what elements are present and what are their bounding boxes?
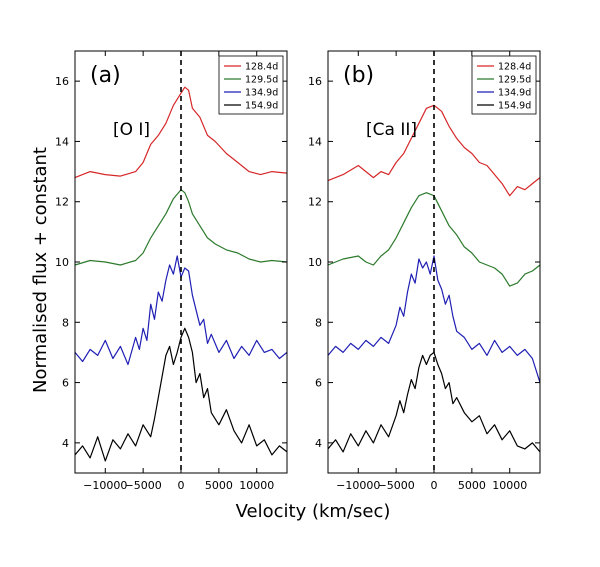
series-line-129.5d (74, 189, 288, 266)
y-tick-label: 12 (55, 196, 69, 209)
emission-line-label: [O I] (113, 120, 150, 140)
legend-entry: 129.5d (245, 75, 278, 86)
y-tick-label: 4 (315, 437, 322, 450)
series-line-154.9d (327, 351, 541, 453)
series-line-128.4d (327, 104, 541, 197)
x-axis-label: Velocity (km/sec) (236, 501, 391, 522)
legend-entry: 154.9d (498, 101, 531, 112)
panel-b: −10000−5000 0 5000 10000 4 6 8 10 12 14 16 (b) [Ca I… (308, 50, 541, 492)
y-tick-label: 8 (62, 316, 69, 329)
y-axis-label: Normalised flux + constant (30, 147, 51, 393)
y-tick-label: 10 (55, 256, 69, 269)
series-line-154.9d (74, 327, 288, 462)
series-line-128.4d (74, 86, 288, 179)
panel-a: −10000−5000 0 5000 10000 4 6 8 10 12 14 16 (a) [O I]… (55, 50, 288, 492)
x-tick-label: 0 (178, 479, 185, 492)
y-tick-label: 16 (308, 75, 322, 88)
x-tick-label: −10000 (336, 479, 380, 492)
legend-entry: 134.9d (245, 88, 278, 99)
y-tick-label: 4 (62, 437, 69, 450)
x-tick-label: 5000 (205, 479, 233, 492)
legend-entry: 128.4d (245, 62, 278, 73)
legend-entry: 129.5d (498, 75, 531, 86)
legend-entry: 154.9d (245, 101, 278, 112)
x-tick-label: 10000 (239, 479, 274, 492)
y-tick-label: 6 (62, 377, 69, 390)
y-tick-label: 8 (315, 316, 322, 329)
y-tick-label: 10 (308, 256, 322, 269)
y-tick-label: 12 (308, 196, 322, 209)
series-line-129.5d (327, 192, 541, 287)
y-tick-label: 6 (315, 377, 322, 390)
x-tick-label: −10000 (83, 479, 127, 492)
panel-label: (b) (343, 63, 374, 88)
legend-entry: 128.4d (498, 62, 531, 73)
x-tick-label: −5000 (125, 479, 162, 492)
y-tick-label: 14 (308, 135, 322, 148)
x-tick-label: 0 (431, 479, 438, 492)
x-tick-label: −5000 (378, 479, 415, 492)
x-tick-label: 5000 (458, 479, 486, 492)
panel-label: (a) (90, 63, 121, 88)
legend-entry: 134.9d (498, 88, 531, 99)
series-line-134.9d (74, 255, 288, 366)
legend-box (471, 55, 537, 115)
y-tick-label: 14 (55, 135, 69, 148)
y-tick-label: 16 (55, 75, 69, 88)
emission-line-label: [Ca II] (366, 120, 417, 140)
series-line-134.9d (327, 255, 541, 383)
x-tick-label: 10000 (492, 479, 527, 492)
